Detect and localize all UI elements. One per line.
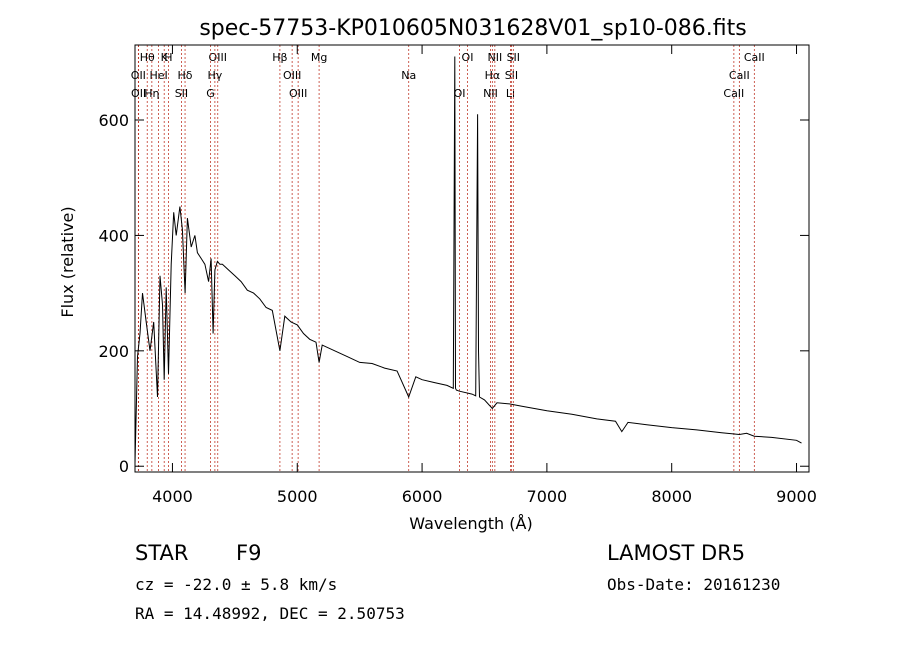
y-tick-label: 0 (119, 457, 129, 476)
x-tick-label: 5000 (277, 487, 318, 506)
plot-frame (134, 44, 810, 473)
spectral-line-label: SII (175, 87, 188, 100)
x-tick-label: 7000 (527, 487, 568, 506)
spectral-subclass: F9 (236, 541, 262, 565)
spectral-line-label: K (161, 51, 169, 64)
flux-series (134, 56, 802, 464)
x-axis-label: Wavelength (Å) (409, 514, 532, 533)
spectral-line-label: Hα (485, 69, 501, 82)
redshift-value: cz = -22.0 ± 5.8 km/s (135, 575, 338, 594)
flux-line (134, 56, 802, 464)
y-tick-label: 400 (98, 226, 129, 245)
spectral-line-label: OIII (289, 87, 307, 100)
spectral-line-label: CaII (744, 51, 765, 64)
spectral-line-label: Na (401, 69, 416, 82)
spectral-line-label: Hβ (272, 51, 287, 64)
obs-date: Obs-Date: 20161230 (607, 575, 781, 594)
axis-ticks: 4000 5000 6000 7000 8000 9000 0 200 400 600 (98, 45, 817, 506)
x-tick-label: 6000 (402, 487, 443, 506)
spectral-line-label: G (206, 87, 215, 100)
spectral-line-label: OIII (209, 51, 227, 64)
spectral-line-label: OI (462, 51, 474, 64)
spectral-line-label: Mg (311, 51, 327, 64)
spectral-line-label: NII (487, 51, 502, 64)
spectral-line-label: OIII (283, 69, 301, 82)
spectral-line-label: Li (506, 87, 515, 100)
x-tick-label: 9000 (776, 487, 817, 506)
spectral-line-label: Hη (144, 87, 159, 100)
y-tick-label: 200 (98, 342, 129, 361)
spectral-line-markers: HθOIIOIIKHeIHηHHδSIIOIIIHγGHβOIIIOIIIMgN… (131, 45, 765, 472)
chart-title: spec-57753-KP010605N031628V01_sp10-086.f… (199, 16, 746, 41)
spectral-line-label: HeI (149, 69, 167, 82)
x-tick-label: 8000 (651, 487, 692, 506)
y-tick-label: 600 (98, 111, 129, 130)
y-axis-label: Flux (relative) (58, 206, 77, 317)
spectral-line-label: Hδ (178, 69, 193, 82)
coordinates: RA = 14.48992, DEC = 2.50753 (135, 604, 405, 623)
object-class: STAR (135, 541, 189, 565)
spectral-line-label: SII (507, 51, 520, 64)
spectral-line-label: Hγ (207, 69, 222, 82)
spectral-line-label: H (164, 51, 172, 64)
x-tick-label: 4000 (152, 487, 193, 506)
spectral-line-label: OI (454, 87, 466, 100)
spectral-line-label: NII (483, 87, 498, 100)
spectral-line-label: CaII (723, 87, 744, 100)
spectral-line-label: Hθ (140, 51, 155, 64)
survey-name: LAMOST DR5 (607, 541, 746, 565)
spectral-line-label: CaII (729, 69, 750, 82)
spectral-line-label: SII (505, 69, 518, 82)
